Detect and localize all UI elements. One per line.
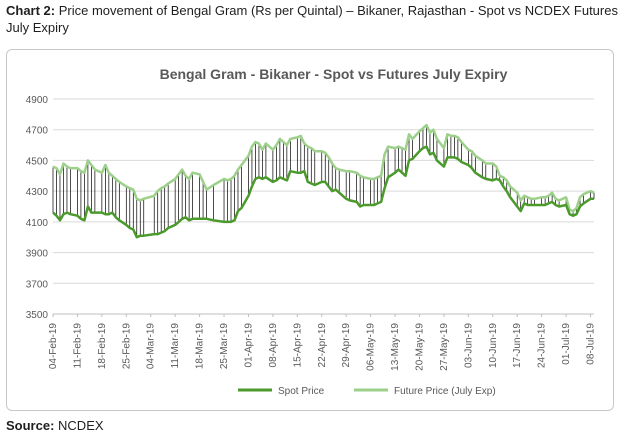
futures-price-line xyxy=(52,123,595,213)
x-tick-label: 11-Feb-19 xyxy=(72,323,83,369)
x-tick-label: 04-Feb-19 xyxy=(48,323,59,370)
spot-price-line xyxy=(52,145,594,239)
y-tick-label: 4300 xyxy=(26,187,49,198)
x-tick-label: 29-Apr-19 xyxy=(341,323,352,368)
x-tick-label: 11-Mar-19 xyxy=(170,323,181,369)
source-value: NCDEX xyxy=(58,418,104,433)
x-tick-label: 18-Feb-19 xyxy=(97,323,108,370)
x-tick-label: 13-May-19 xyxy=(390,323,401,371)
x-tick-label: 18-Mar-19 xyxy=(195,323,206,370)
x-tick-label: 04-Mar-19 xyxy=(146,323,157,370)
chart-title: Bengal Gram - Bikaner - Spot vs Futures … xyxy=(160,66,508,82)
caption-text: Price movement of Bengal Gram (Rs per Qu… xyxy=(6,3,618,35)
price-chart: Bengal Gram - Bikaner - Spot vs Futures … xyxy=(26,66,597,397)
caption-prefix: Chart 2: xyxy=(6,3,56,18)
x-tick-label: 24-Jun-19 xyxy=(537,323,548,368)
y-tick-label: 4700 xyxy=(26,126,49,137)
x-tick-label: 15-Apr-19 xyxy=(292,323,303,368)
x-tick-label: 10-Jun-19 xyxy=(488,323,499,368)
chart-frame xyxy=(6,49,614,411)
x-tick-label: 27-May-19 xyxy=(439,323,450,371)
x-tick-label: 22-Apr-19 xyxy=(317,323,328,368)
y-tick-label: 3900 xyxy=(26,249,49,260)
legend-spot-label: Spot Price xyxy=(278,386,325,397)
y-tick-label: 4900 xyxy=(26,95,49,106)
source-note: Source: NCDEX xyxy=(6,418,104,433)
x-tick-label: 17-Jun-19 xyxy=(512,323,523,368)
x-tick-label: 25-Feb-19 xyxy=(121,323,132,370)
y-tick-label: 3700 xyxy=(26,279,49,290)
x-tick-label: 08-Apr-19 xyxy=(268,323,279,368)
x-tick-label: 06-May-19 xyxy=(366,323,377,371)
x-tick-label: 08-Jul-19 xyxy=(586,323,597,365)
x-tick-label: 03-Jun-19 xyxy=(463,323,474,368)
legend-futures-label: Future Price (July Exp) xyxy=(394,386,496,397)
x-tick-label: 01-Apr-19 xyxy=(243,323,254,368)
source-label: Source: xyxy=(6,418,55,433)
x-tick-label: 20-May-19 xyxy=(414,323,425,371)
x-tick-label: 25-Mar-19 xyxy=(219,323,230,370)
x-tick-label: 01-Jul-19 xyxy=(561,323,572,365)
y-tick-label: 4100 xyxy=(26,218,49,229)
y-tick-label: 3500 xyxy=(26,310,49,321)
y-tick-label: 4500 xyxy=(26,156,49,167)
chart-caption: Chart 2: Price movement of Bengal Gram (… xyxy=(6,2,618,36)
